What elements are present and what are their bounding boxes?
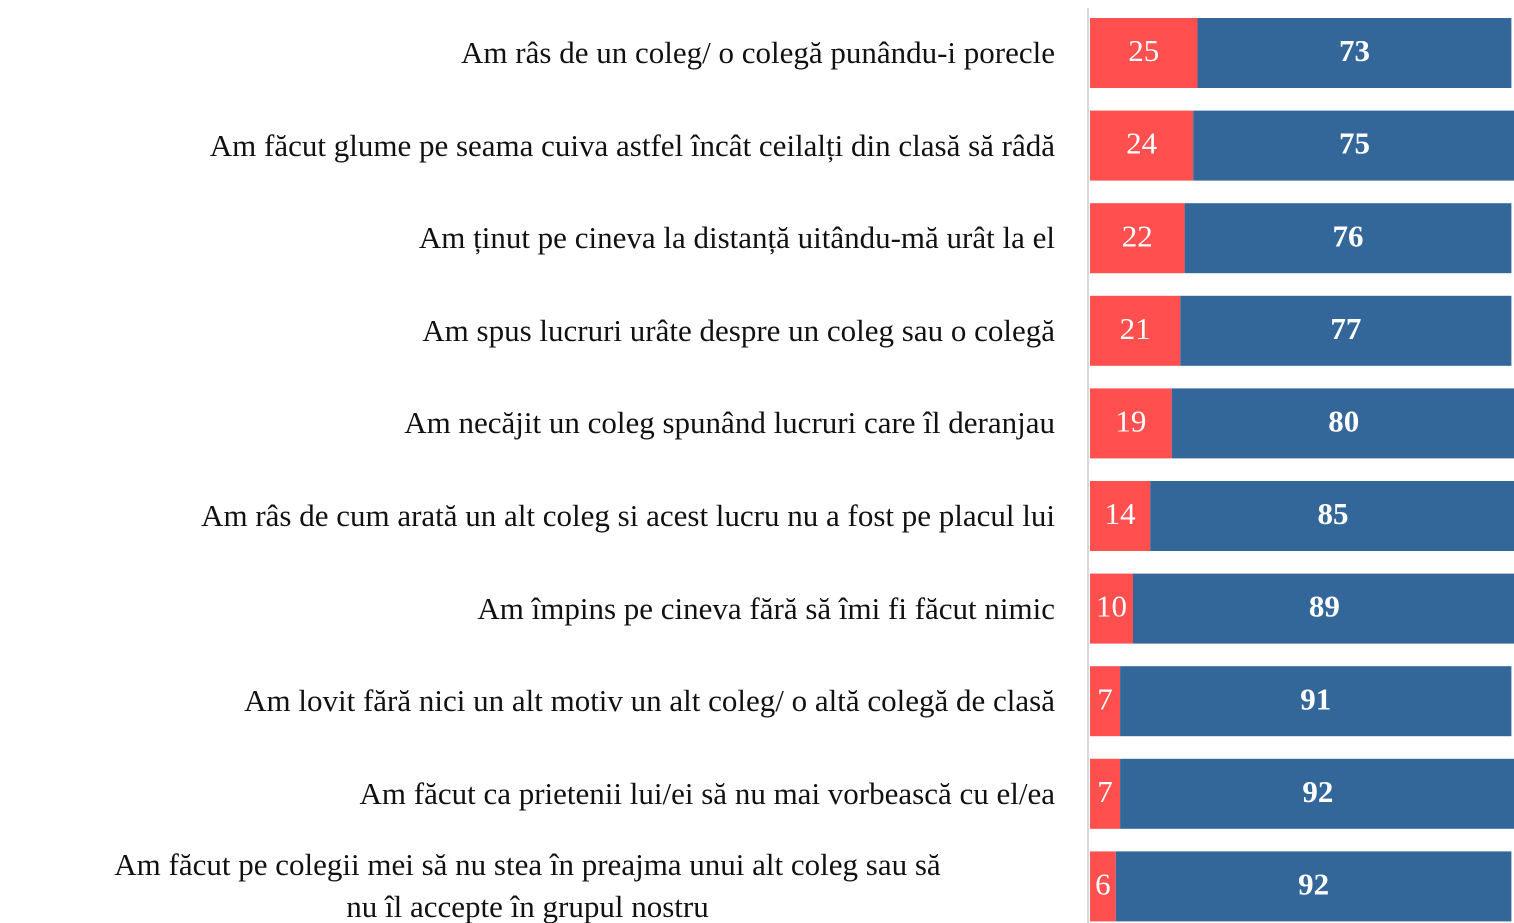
value-label: 25 [1128,33,1159,68]
bar-segment [1150,481,1514,551]
value-label: 75 [1339,126,1370,161]
bar-segment [1090,295,1181,366]
value-label: 10 [1096,589,1127,624]
value-label: 91 [1300,681,1331,716]
value-label: 7 [1097,774,1113,809]
value-label: 24 [1126,126,1158,161]
value-label: 77 [1330,311,1361,346]
value-label: 7 [1097,681,1113,716]
bar-segment [1090,851,1116,922]
category-label: Am ținut pe cineva la distanță uitându-m… [418,220,1055,256]
bar-segment [1090,18,1198,88]
bar-segment [1090,203,1185,274]
value-label: 73 [1339,33,1370,68]
bar-segment [1115,851,1512,922]
value-label: 6 [1095,867,1111,902]
bar-segment [1090,573,1133,644]
bar-segment [1090,758,1121,829]
category-label: Am făcut ca prietenii lui/ei să nu mai v… [359,775,1055,811]
value-label: 80 [1328,404,1359,439]
category-label: Am râs de cum arată un alt coleg si aces… [201,498,1055,533]
value-label: 89 [1309,589,1340,624]
bar-segment [1184,203,1512,274]
bar-segment [1120,758,1514,829]
category-label: Am lovit fără nici un alt motiv un alt c… [244,683,1055,719]
category-label: Am spus lucruri urâte despre un coleg sa… [422,312,1055,348]
bar-segment [1120,666,1512,737]
value-label: 85 [1317,496,1348,531]
category-label: Am împins pe cineva fără să îmi fi făcut… [477,590,1055,626]
value-label: 14 [1105,496,1137,531]
bar-segment [1090,388,1172,459]
value-label: 92 [1302,774,1333,809]
value-label: 92 [1298,867,1329,902]
bar-segment [1193,110,1514,181]
category-label: Am făcut glume pe seama cuiva astfel înc… [209,127,1055,163]
category-label: Am făcut pe colegii mei să nu stea în pr… [114,847,941,923]
bar-segment [1180,295,1512,366]
category-label: Am necăjit un coleg spunând lucruri care… [404,405,1055,441]
bar-segment [1090,481,1151,551]
bar-segment [1197,18,1512,88]
value-label: 21 [1120,311,1151,346]
category-label: Am râs de un coleg/ o colegă punându-i p… [461,35,1055,70]
value-label: 76 [1333,218,1364,253]
bar-segment [1090,666,1121,737]
bar-segment [1090,110,1194,181]
value-label: 22 [1122,218,1153,253]
value-label: 19 [1115,404,1146,439]
bar-segment [1133,573,1514,644]
bar-segment [1171,388,1514,459]
